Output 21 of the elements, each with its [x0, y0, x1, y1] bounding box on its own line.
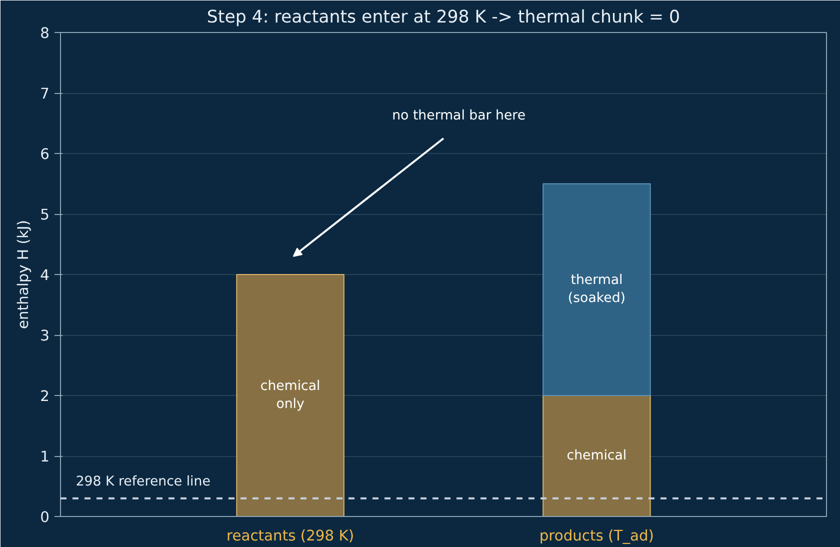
- y-tick-label: 8: [40, 25, 50, 42]
- bar: [542, 183, 651, 396]
- y-axis-title: enthalpy H (kJ): [15, 220, 32, 329]
- data-label: chemical: [566, 448, 627, 464]
- x-tick-label: reactants (298 K): [226, 528, 354, 544]
- chart-title: Step 4: reactants enter at 298 K -> thermal chunk = 0: [206, 8, 680, 28]
- y-tick-label: 5: [40, 206, 50, 224]
- ref-line-label: 298 K reference line: [76, 474, 210, 490]
- data-label: thermal (soaked): [568, 273, 626, 306]
- y-tick-label: 7: [40, 86, 50, 102]
- bar: [542, 395, 651, 516]
- x-tick-label: products (T_ad): [539, 528, 654, 544]
- y-tick-label: 3: [40, 328, 50, 344]
- y-tick-label: 6: [40, 146, 50, 163]
- data-label: chemical only: [260, 379, 320, 412]
- y-tick-label: 4: [40, 267, 50, 284]
- annotation: no thermal bar here: [392, 108, 526, 124]
- y-tick-label: 1: [40, 448, 50, 466]
- y-tick-label: 2: [40, 388, 50, 405]
- bar: [236, 274, 344, 516]
- y-tick-label: 0: [40, 509, 50, 526]
